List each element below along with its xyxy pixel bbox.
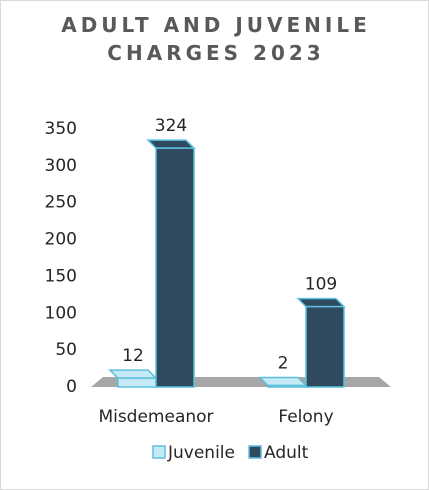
y-tick-label: 0 xyxy=(66,377,77,397)
bar-top xyxy=(258,376,308,387)
bar xyxy=(155,147,195,388)
data-label: 12 xyxy=(122,346,144,366)
y-tick-label: 350 xyxy=(45,119,77,139)
y-tick-label: 50 xyxy=(55,340,77,360)
legend-swatch xyxy=(152,445,166,459)
bar-top xyxy=(296,297,346,308)
bar-top xyxy=(146,139,196,149)
x-tick-label: Felony xyxy=(278,407,333,427)
data-label: 2 xyxy=(278,354,289,374)
legend-label: Juvenile xyxy=(167,443,235,463)
legend-swatch xyxy=(248,445,262,459)
y-tick-label: 250 xyxy=(45,193,77,213)
bar-top xyxy=(108,369,158,379)
bar xyxy=(267,384,307,388)
bar xyxy=(305,305,345,388)
data-label: 109 xyxy=(305,275,337,295)
chart-title: ADULT AND JUVENILE CHARGES 2023 xyxy=(61,13,371,65)
bar xyxy=(117,377,157,388)
x-tick-label: Misdemeanor xyxy=(98,407,213,427)
data-label: 324 xyxy=(155,116,187,136)
y-tick-label: 150 xyxy=(45,266,77,286)
y-tick-label: 100 xyxy=(45,303,77,323)
y-tick-label: 300 xyxy=(45,156,77,176)
legend-label: Adult xyxy=(264,443,309,463)
y-tick-label: 200 xyxy=(45,230,77,250)
